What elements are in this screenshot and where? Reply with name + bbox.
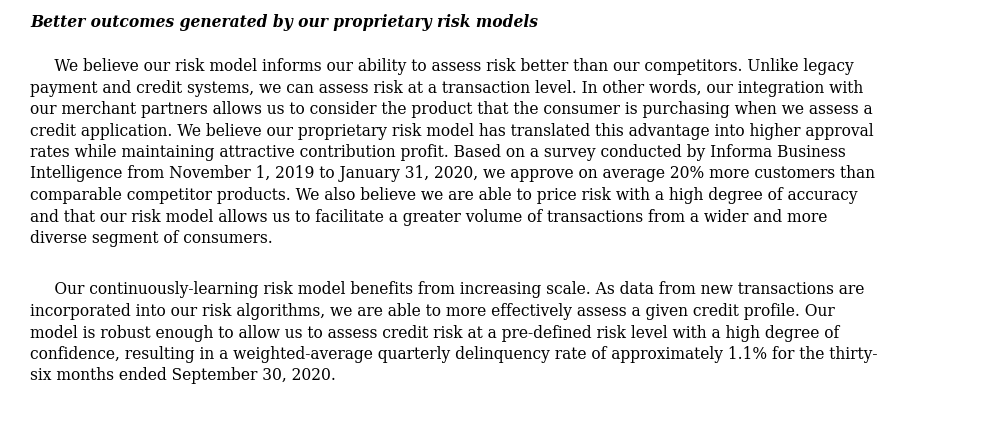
Text: our merchant partners allows us to consider the product that the consumer is pur: our merchant partners allows us to consi… [30, 101, 873, 118]
Text: payment and credit systems, we can assess risk at a transaction level. In other : payment and credit systems, we can asses… [30, 79, 863, 96]
Text: diverse segment of consumers.: diverse segment of consumers. [30, 230, 273, 247]
Text: confidence, resulting in a weighted-average quarterly delinquency rate of approx: confidence, resulting in a weighted-aver… [30, 346, 878, 363]
Text: incorporated into our risk algorithms, we are able to more effectively assess a : incorporated into our risk algorithms, w… [30, 303, 835, 320]
Text: Better outcomes generated by our proprietary risk models: Better outcomes generated by our proprie… [30, 14, 538, 31]
Text: Intelligence from November 1, 2019 to January 31, 2020, we approve on average 20: Intelligence from November 1, 2019 to Ja… [30, 165, 875, 182]
Text: rates while maintaining attractive contribution profit. Based on a survey conduc: rates while maintaining attractive contr… [30, 144, 846, 161]
Text: and that our risk model allows us to facilitate a greater volume of transactions: and that our risk model allows us to fac… [30, 209, 828, 226]
Text: six months ended September 30, 2020.: six months ended September 30, 2020. [30, 368, 336, 385]
Text: We believe our risk model informs our ability to assess risk better than our com: We believe our risk model informs our ab… [30, 58, 853, 75]
Text: comparable competitor products. We also believe we are able to price risk with a: comparable competitor products. We also … [30, 187, 857, 204]
Text: credit application. We believe our proprietary risk model has translated this ad: credit application. We believe our propr… [30, 122, 874, 139]
Text: Our continuously-learning risk model benefits from increasing scale. As data fro: Our continuously-learning risk model ben… [30, 281, 864, 298]
Text: model is robust enough to allow us to assess credit risk at a pre-defined risk l: model is robust enough to allow us to as… [30, 325, 840, 342]
